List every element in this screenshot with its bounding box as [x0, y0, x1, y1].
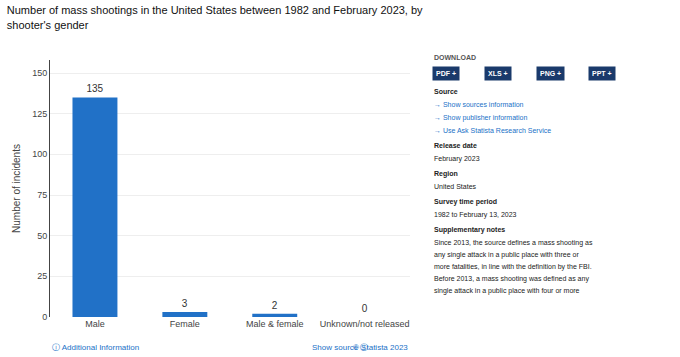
svg-text:PPT +: PPT + — [592, 70, 612, 77]
svg-text:Male: Male — [85, 319, 105, 329]
svg-text:0: 0 — [362, 303, 368, 314]
svg-text:Source: Source — [434, 88, 458, 95]
svg-text:75: 75 — [37, 190, 47, 200]
svg-text:PDF +: PDF + — [436, 70, 456, 77]
svg-text:DOWNLOAD: DOWNLOAD — [434, 54, 476, 61]
svg-text:ⓘ Additional Information: ⓘ Additional Information — [52, 343, 139, 352]
svg-text:100: 100 — [32, 149, 47, 159]
svg-text:XLS +: XLS + — [488, 70, 508, 77]
svg-text:© Statista 2023: © Statista 2023 — [353, 343, 408, 352]
svg-text:→ Use Ask Statista Research Se: → Use Ask Statista Research Service — [434, 127, 551, 134]
svg-text:Number of mass shootings in th: Number of mass shootings in the United S… — [7, 4, 423, 30]
svg-text:50: 50 — [37, 231, 47, 241]
svg-text:125: 125 — [32, 109, 47, 119]
svg-text:2: 2 — [272, 300, 278, 311]
svg-text:Supplementary notes: Supplementary notes — [434, 226, 505, 234]
svg-text:PNG +: PNG + — [540, 70, 561, 77]
svg-text:any single attack in a public: any single attack in a public place with… — [434, 251, 579, 259]
svg-text:0: 0 — [42, 312, 47, 322]
svg-text:150: 150 — [32, 68, 47, 78]
svg-text:→ Show sources information: → Show sources information — [434, 101, 524, 108]
svg-text:3: 3 — [182, 298, 188, 309]
svg-text:Since 2013, the source defines: Since 2013, the source defines a mass sh… — [434, 239, 593, 247]
svg-text:Survey time period: Survey time period — [434, 198, 497, 206]
svg-text:Release date: Release date — [434, 142, 477, 149]
svg-text:more fatalities, in line with: more fatalities, in line with the defini… — [434, 263, 592, 271]
svg-text:United States: United States — [434, 183, 477, 190]
svg-text:135: 135 — [86, 83, 103, 94]
svg-text:25: 25 — [37, 271, 47, 281]
svg-text:1982 to February 13, 2023: 1982 to February 13, 2023 — [434, 211, 517, 219]
svg-text:Male & female: Male & female — [246, 319, 304, 329]
svg-text:February 2023: February 2023 — [434, 155, 480, 163]
svg-text:Unknown/not released: Unknown/not released — [320, 319, 410, 329]
svg-text:Show source ⓘ: Show source ⓘ — [312, 343, 368, 352]
svg-text:Female: Female — [170, 319, 200, 329]
svg-text:Region: Region — [434, 170, 458, 178]
svg-text:Before 2013, a mass shooting w: Before 2013, a mass shooting was defined… — [434, 275, 589, 283]
svg-text:Number of incidents: Number of incidents — [11, 144, 22, 233]
svg-text:→ Show publisher information: → Show publisher information — [434, 114, 527, 122]
svg-text:single attack in a public plac: single attack in a public place with fou… — [434, 287, 580, 295]
